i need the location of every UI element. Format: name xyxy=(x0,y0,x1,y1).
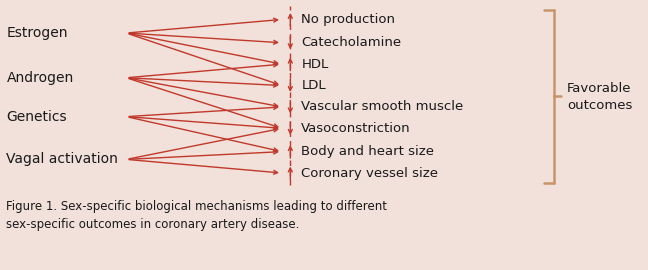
Text: Genetics: Genetics xyxy=(6,110,67,124)
Text: Estrogen: Estrogen xyxy=(6,26,68,40)
Text: Body and heart size: Body and heart size xyxy=(301,145,434,158)
Text: LDL: LDL xyxy=(301,79,326,92)
Text: Androgen: Androgen xyxy=(6,71,74,85)
Text: Coronary vessel size: Coronary vessel size xyxy=(301,167,438,180)
Text: Vagal activation: Vagal activation xyxy=(6,152,119,166)
Text: Vascular smooth muscle: Vascular smooth muscle xyxy=(301,100,463,113)
Text: No production: No production xyxy=(301,13,395,26)
Text: HDL: HDL xyxy=(301,58,329,71)
Text: Vasoconstriction: Vasoconstriction xyxy=(301,122,411,135)
Text: Catecholamine: Catecholamine xyxy=(301,36,402,49)
Text: Favorable
outcomes: Favorable outcomes xyxy=(567,82,632,112)
Text: Figure 1. Sex-specific biological mechanisms leading to different
sex-specific o: Figure 1. Sex-specific biological mechan… xyxy=(6,200,388,231)
